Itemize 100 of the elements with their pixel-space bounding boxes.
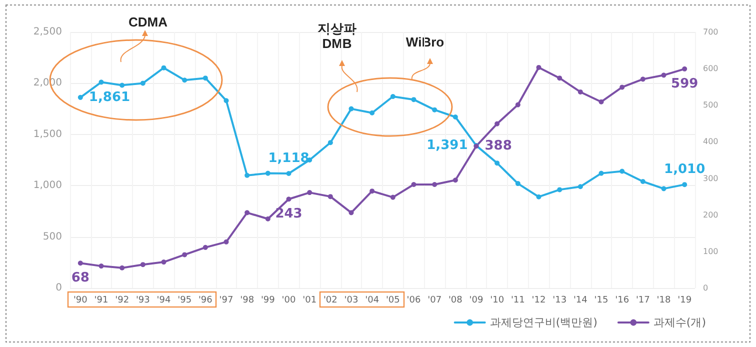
annotation: WiBro: [406, 34, 444, 50]
x-tick-label: '99: [260, 296, 276, 306]
point: [78, 260, 83, 266]
point: [452, 114, 458, 120]
point: [432, 107, 438, 112]
y2-tick-label: 600: [703, 64, 718, 74]
point: [265, 216, 270, 222]
x-tick-label: '93: [136, 296, 150, 306]
y-tick-label: 500: [42, 231, 62, 242]
x-tick-label: '04: [365, 296, 380, 306]
point: [120, 82, 125, 88]
data-label: 1,010: [664, 162, 706, 178]
y2-tick-label: 500: [703, 100, 718, 110]
point: [640, 179, 646, 184]
point: [120, 265, 125, 270]
point: [620, 84, 625, 90]
point: [182, 78, 188, 83]
x-tick-label: '10: [490, 296, 504, 306]
point: [202, 76, 208, 81]
point: [620, 168, 625, 174]
y2-tick-label: 0: [703, 284, 708, 292]
point: [307, 190, 312, 196]
x-tick-label: '08: [448, 296, 463, 306]
x-tick-label: '91: [94, 296, 108, 306]
y2-tick-label: 100: [703, 246, 718, 256]
point: [348, 210, 354, 216]
point: [578, 89, 583, 94]
x-tick-label: '14: [573, 296, 588, 306]
point: [452, 178, 458, 183]
point: [370, 110, 375, 116]
point: [98, 80, 104, 85]
data-label: 68: [71, 270, 90, 286]
x-tick-label: '01: [302, 296, 317, 306]
point: [682, 66, 688, 72]
x-tick-label: '92: [115, 296, 130, 306]
x-tick-label: '94: [156, 296, 171, 306]
x-tick-label: '18: [656, 296, 671, 306]
point: [390, 194, 396, 200]
x-tick-label: '17: [636, 296, 650, 306]
point: [411, 97, 416, 102]
point: [286, 171, 292, 176]
x-tick-label: '02: [323, 296, 338, 306]
point: [411, 182, 416, 187]
y-tick-label: 1,500: [33, 128, 62, 140]
x-tick-label: '97: [219, 296, 234, 306]
point: [286, 196, 292, 202]
point: [661, 186, 666, 192]
point: [98, 264, 104, 269]
point: [390, 94, 396, 100]
y-tick-label: 2,500: [33, 26, 62, 38]
point: [161, 65, 166, 70]
data-label: 1,391: [426, 138, 468, 154]
x-tick-label: '11: [510, 296, 525, 306]
y-tick-label: 1,000: [33, 180, 62, 192]
y2-tick-label: 700: [703, 28, 718, 36]
x-tick-label: '00: [282, 296, 296, 306]
point: [348, 106, 354, 112]
data-label: 1,118: [268, 151, 310, 166]
x-tick-label: '09: [469, 296, 484, 306]
point: [536, 194, 542, 200]
x-tick-label: '12: [532, 296, 546, 306]
point: [640, 76, 646, 82]
point: [265, 170, 270, 176]
point: [182, 252, 188, 258]
x-tick-label: '07: [428, 296, 442, 306]
x-tick-label: '96: [198, 296, 213, 306]
point: [244, 210, 250, 216]
x-tick-label: '15: [594, 296, 608, 306]
point: [515, 102, 520, 108]
point: [557, 187, 562, 192]
point: [494, 121, 500, 126]
point: [661, 72, 666, 78]
point: [536, 64, 542, 70]
point: [682, 182, 688, 188]
point: [598, 99, 604, 104]
point: [140, 80, 146, 86]
point: [161, 260, 166, 265]
point: [578, 184, 583, 190]
point: [202, 244, 208, 250]
point: [244, 172, 250, 178]
data-label: 243: [275, 206, 302, 222]
x-tick-label: '03: [344, 296, 358, 306]
point: [432, 182, 438, 187]
y2-tick-label: 200: [703, 210, 718, 220]
data-label: 388: [484, 138, 512, 154]
x-tick-label: '90: [73, 296, 88, 306]
point: [78, 94, 83, 100]
point: [557, 76, 562, 81]
point: [224, 98, 229, 104]
x-tick-label: '13: [552, 296, 567, 306]
legend-label: 과제당연구비(백만원): [490, 316, 598, 329]
data-label: 599: [671, 76, 698, 92]
y-tick-label: 0: [56, 282, 62, 294]
point: [515, 181, 520, 186]
point: [328, 194, 333, 200]
data-label: 1,861: [88, 90, 130, 105]
x-tick-label: '19: [678, 296, 692, 306]
x-tick-label: '16: [615, 296, 630, 306]
point: [370, 188, 375, 194]
y2-tick-label: 400: [703, 137, 718, 146]
